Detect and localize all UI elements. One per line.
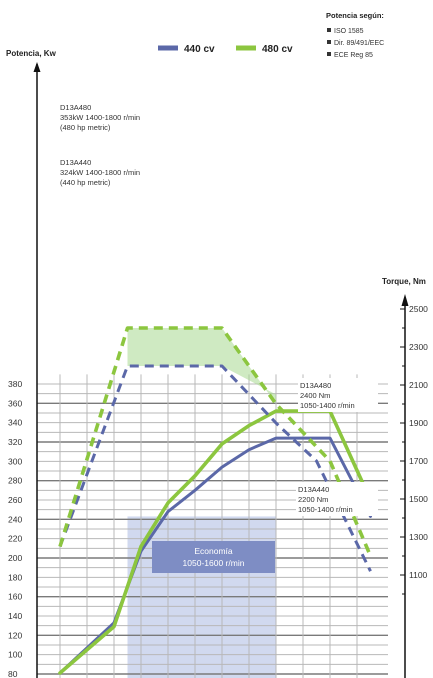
annotation-d13a480-power-line: D13A480 [60, 103, 91, 112]
legend-label-480: 480 cv [262, 44, 293, 55]
y-tick-label: 80 [8, 669, 18, 678]
y2-axis-arrow [401, 294, 409, 306]
y-tick-label: 160 [8, 592, 22, 602]
legend-label-440: 440 cv [184, 44, 215, 55]
y-tick-label: 140 [8, 611, 22, 621]
annotation-d13a440-power-line: (440 hp metric) [60, 178, 111, 187]
annotation-d13a440-power-line: 324kW 1400-1800 r/min [60, 168, 140, 177]
annotation-d13a440-torque-line: 1050-1400 r/min [298, 505, 353, 514]
standards-item: Dir. 89/491/EEC [334, 40, 384, 47]
y2-tick-label: 2500 [409, 304, 428, 314]
y-tick-label: 180 [8, 572, 22, 582]
axes: Potencia, Kw 80 100 120 140 160 180 200 220 240 26… [6, 49, 428, 678]
annotation-d13a440-torque-line: 2200 Nm [298, 495, 328, 504]
annotation-d13a480-power-line: (480 hp metric) [60, 123, 111, 132]
y-tick-label: 280 [8, 476, 22, 486]
y-tick-label: 120 [8, 630, 22, 640]
standards-item: ECE Reg 85 [334, 52, 373, 59]
y-tick-label: 260 [8, 495, 22, 505]
y2-tick-label: 2100 [409, 380, 428, 390]
y-tick-label: 360 [8, 398, 22, 408]
standards-bullet [327, 40, 331, 44]
annotation-d13a440-torque-line: D13A440 [298, 485, 329, 494]
economy-label-box [152, 541, 275, 573]
standards-title: Potencia según: [326, 11, 384, 20]
y-axis-arrow [33, 62, 41, 72]
y-tick-label: 100 [8, 650, 22, 660]
annotation-d13a440-torque-box [296, 482, 378, 516]
y2-axis-title: Torque, Nm [382, 277, 426, 286]
y-tick-label: 240 [8, 514, 22, 524]
annotation-d13a440-power-line: D13A440 [60, 158, 91, 167]
standards-bullet [327, 52, 331, 56]
economy-label-range: 1050-1600 r/min [183, 558, 245, 568]
annotation-d13a480-torque-line: 1050-1400 r/min [300, 401, 355, 410]
y2-tick-label: 1700 [409, 456, 428, 466]
y2-tick-label: 2300 [409, 342, 428, 352]
y-tick-label: 220 [8, 534, 22, 544]
annotation-d13a480-torque-line: 2400 Nm [300, 391, 330, 400]
torque-line-440-cv [58, 364, 372, 572]
y-tick-label: 200 [8, 553, 22, 563]
y-tick-label: 300 [8, 456, 22, 466]
annotation-d13a440-power-box [58, 155, 178, 189]
y2-tick-label: 1100 [409, 570, 428, 580]
standards-item: ISO 1585 [334, 28, 364, 35]
y2-tick-label: 1500 [409, 494, 428, 504]
annotation-d13a480-power-box [58, 100, 178, 134]
torque-line-480-cv [58, 326, 373, 557]
y2-tick-label: 1300 [409, 532, 428, 542]
annotation-d13a480-torque-box [298, 378, 378, 412]
torque-fill-480 [127, 328, 276, 404]
y-axis-title: Potencia, Kw [6, 49, 57, 58]
legend: 440 cv 480 cv Potencia según: ISO 1585 Dir. … [158, 11, 384, 59]
y2-tick-label: 1900 [409, 418, 428, 428]
standards-bullet [327, 28, 331, 32]
y-tick-label: 340 [8, 418, 22, 428]
annotation-d13a480-power-line: 353kW 1400-1800 r/min [60, 113, 140, 122]
economy-label-title: Economía [194, 546, 233, 556]
y-tick-label: 320 [8, 437, 22, 447]
y-tick-label: 380 [8, 379, 22, 389]
annotation-d13a480-torque-line: D13A480 [300, 381, 331, 390]
